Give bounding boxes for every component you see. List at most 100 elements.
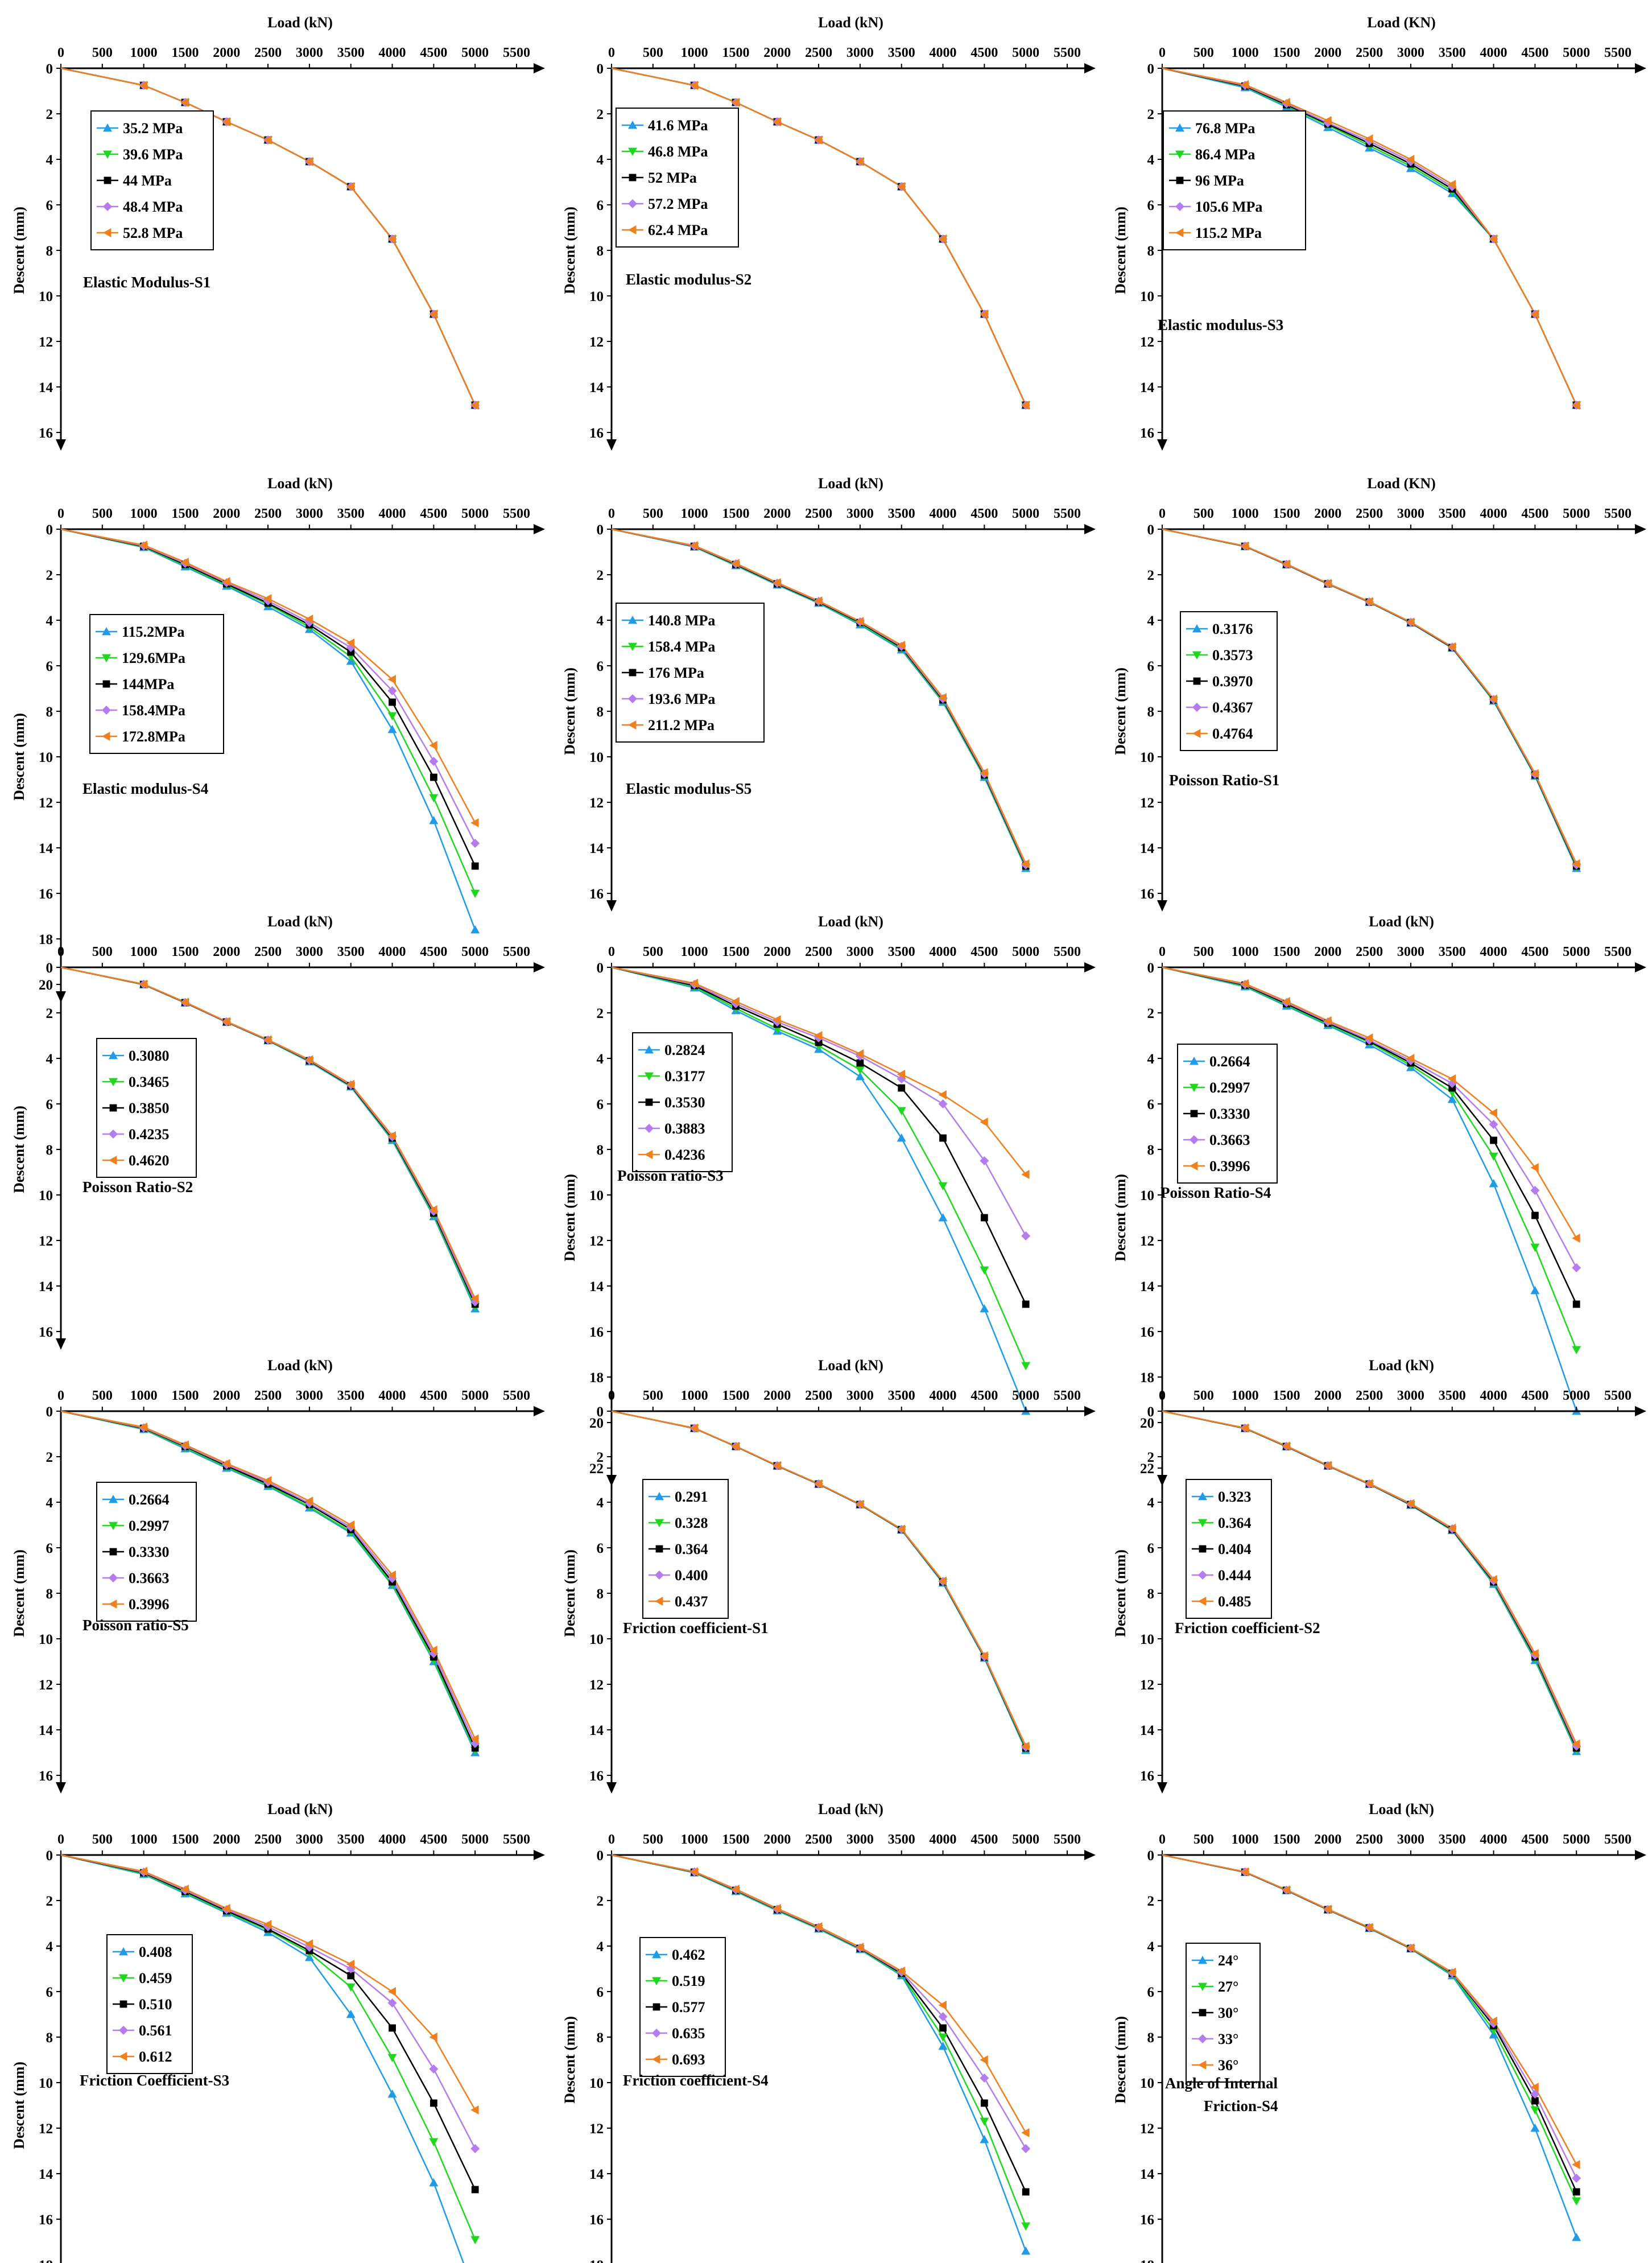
y-tick-label: 6 (46, 1541, 53, 1556)
data-point (980, 1304, 989, 1313)
data-point (429, 2178, 439, 2187)
x-tick-label: 5000 (461, 1832, 489, 1847)
x-tick-label: 5000 (1563, 46, 1590, 60)
data-point (1406, 617, 1415, 627)
x-tick-label: 3000 (846, 506, 874, 521)
y-tick-label: 16 (39, 2212, 53, 2228)
data-point (387, 1131, 396, 1140)
legend-marker (645, 1124, 654, 1133)
x-tick-label: 0 (1159, 506, 1166, 521)
x-tick-label: 5000 (1012, 46, 1039, 60)
legend-label: 172.8MPa (122, 728, 185, 745)
y-tick-label: 8 (46, 2030, 53, 2046)
chart-title: Elastic modulus-S3 (1158, 316, 1283, 333)
y-axis-label: Descent (mm) (1112, 2016, 1129, 2104)
series-line (1162, 966, 1577, 1305)
data-point (1406, 1943, 1415, 1953)
data-point (139, 1866, 148, 1876)
y-tick-label: 16 (39, 1769, 53, 1784)
x-tick-label: 0 (1159, 1388, 1166, 1403)
y-axis-label: Descent (mm) (561, 1174, 578, 1262)
data-point (731, 1441, 740, 1451)
data-point (689, 979, 699, 988)
data-point (387, 2054, 397, 2062)
chart-panel: Load (kN) 0 500 1000 1500 2000 2500 3000 3500 400… (1101, 1343, 1652, 1794)
x-tick-label: 0 (608, 46, 615, 60)
y-tick-label: 16 (589, 1769, 604, 1784)
data-point (346, 1079, 355, 1089)
data-point (470, 818, 479, 827)
data-point (1531, 2097, 1539, 2105)
legend-label: 0.4235 (129, 1126, 170, 1143)
y-tick-label: 4 (1147, 613, 1155, 629)
x-tick-label: 2000 (213, 506, 240, 521)
y-tick-label: 0 (46, 522, 53, 538)
y-tick-label: 6 (1147, 659, 1155, 674)
data-point (1240, 1867, 1249, 1877)
chart-svg: Load (KN) 0 500 1000 1500 2000 2500 3000 3500 400… (1112, 14, 1646, 451)
data-point (1021, 1231, 1031, 1240)
y-tick-label: 6 (46, 659, 53, 674)
legend-label: 0.3996 (129, 1596, 170, 1613)
chart-title: Poisson Ratio-S1 (1169, 772, 1279, 789)
legend-label: 0.404 (1218, 1541, 1252, 1557)
data-point (1447, 180, 1456, 189)
y-tick-label: 10 (1140, 289, 1154, 304)
legend-label: 36° (1218, 2057, 1238, 2074)
legend-marker (628, 616, 637, 624)
y-tick-label: 16 (589, 1325, 604, 1340)
x-axis-label: Load (kN) (1369, 913, 1434, 930)
y-axis-label: Descent (mm) (561, 2016, 578, 2104)
y-tick-label: 10 (589, 750, 604, 765)
legend-label: 0.444 (1218, 1567, 1252, 1584)
x-tick-label: 1500 (1273, 945, 1300, 959)
legend-marker (104, 176, 111, 184)
x-tick-label: 4000 (930, 1832, 957, 1847)
chart-panel: Load (kN) 0 500 1000 1500 2000 2500 3000 3500 400… (551, 1343, 1101, 1794)
data-point (814, 596, 823, 605)
legend-marker (109, 1051, 118, 1060)
data-point (139, 81, 148, 90)
data-point (1323, 116, 1332, 125)
legend-marker (628, 720, 637, 729)
data-point (180, 1885, 189, 1894)
data-point (429, 2033, 437, 2042)
series-line (1162, 1854, 1577, 2165)
data-point (1489, 694, 1497, 704)
data-point (387, 725, 397, 733)
x-axis-arrow (1635, 524, 1646, 534)
x-axis-label: Load (kN) (1369, 1801, 1434, 1817)
x-tick-label: 4000 (1480, 945, 1508, 959)
data-point (180, 558, 189, 567)
legend-label: 0.3330 (1209, 1106, 1250, 1122)
legend-label: 44 MPa (123, 172, 172, 189)
data-point (856, 1059, 864, 1067)
legend-marker (652, 1977, 661, 1985)
data-point (815, 1038, 823, 1046)
legend-marker (109, 1548, 117, 1556)
x-tick-label: 0 (608, 1388, 615, 1403)
y-tick-label: 16 (589, 2212, 604, 2228)
x-tick-label: 5500 (503, 46, 530, 60)
series-line (611, 1410, 1027, 1747)
x-axis-arrow (534, 962, 545, 972)
data-point (731, 997, 740, 1006)
x-tick-label: 0 (1159, 945, 1166, 959)
data-point (1572, 1739, 1580, 1749)
data-point (1365, 597, 1373, 607)
x-tick-label: 1500 (722, 46, 749, 60)
chart-svg: Load (kN)0 500 1000 1500 2000 2500 3000 3500 400… (1112, 913, 1646, 1486)
series-line (60, 1410, 476, 1744)
x-tick-label: 3500 (1439, 1832, 1466, 1847)
y-tick-label: 2 (46, 1894, 53, 1909)
x-axis-arrow (534, 63, 545, 73)
x-axis-arrow (1635, 1406, 1646, 1416)
legend-label: 0.3996 (1209, 1158, 1250, 1174)
data-point (429, 2099, 437, 2107)
x-tick-label: 1000 (681, 945, 708, 959)
x-tick-label: 1000 (130, 1832, 158, 1847)
y-tick-label: 20 (589, 1416, 604, 1431)
x-tick-label: 500 (1193, 46, 1214, 60)
x-tick-label: 2500 (254, 1388, 282, 1403)
legend-marker (1175, 202, 1184, 211)
